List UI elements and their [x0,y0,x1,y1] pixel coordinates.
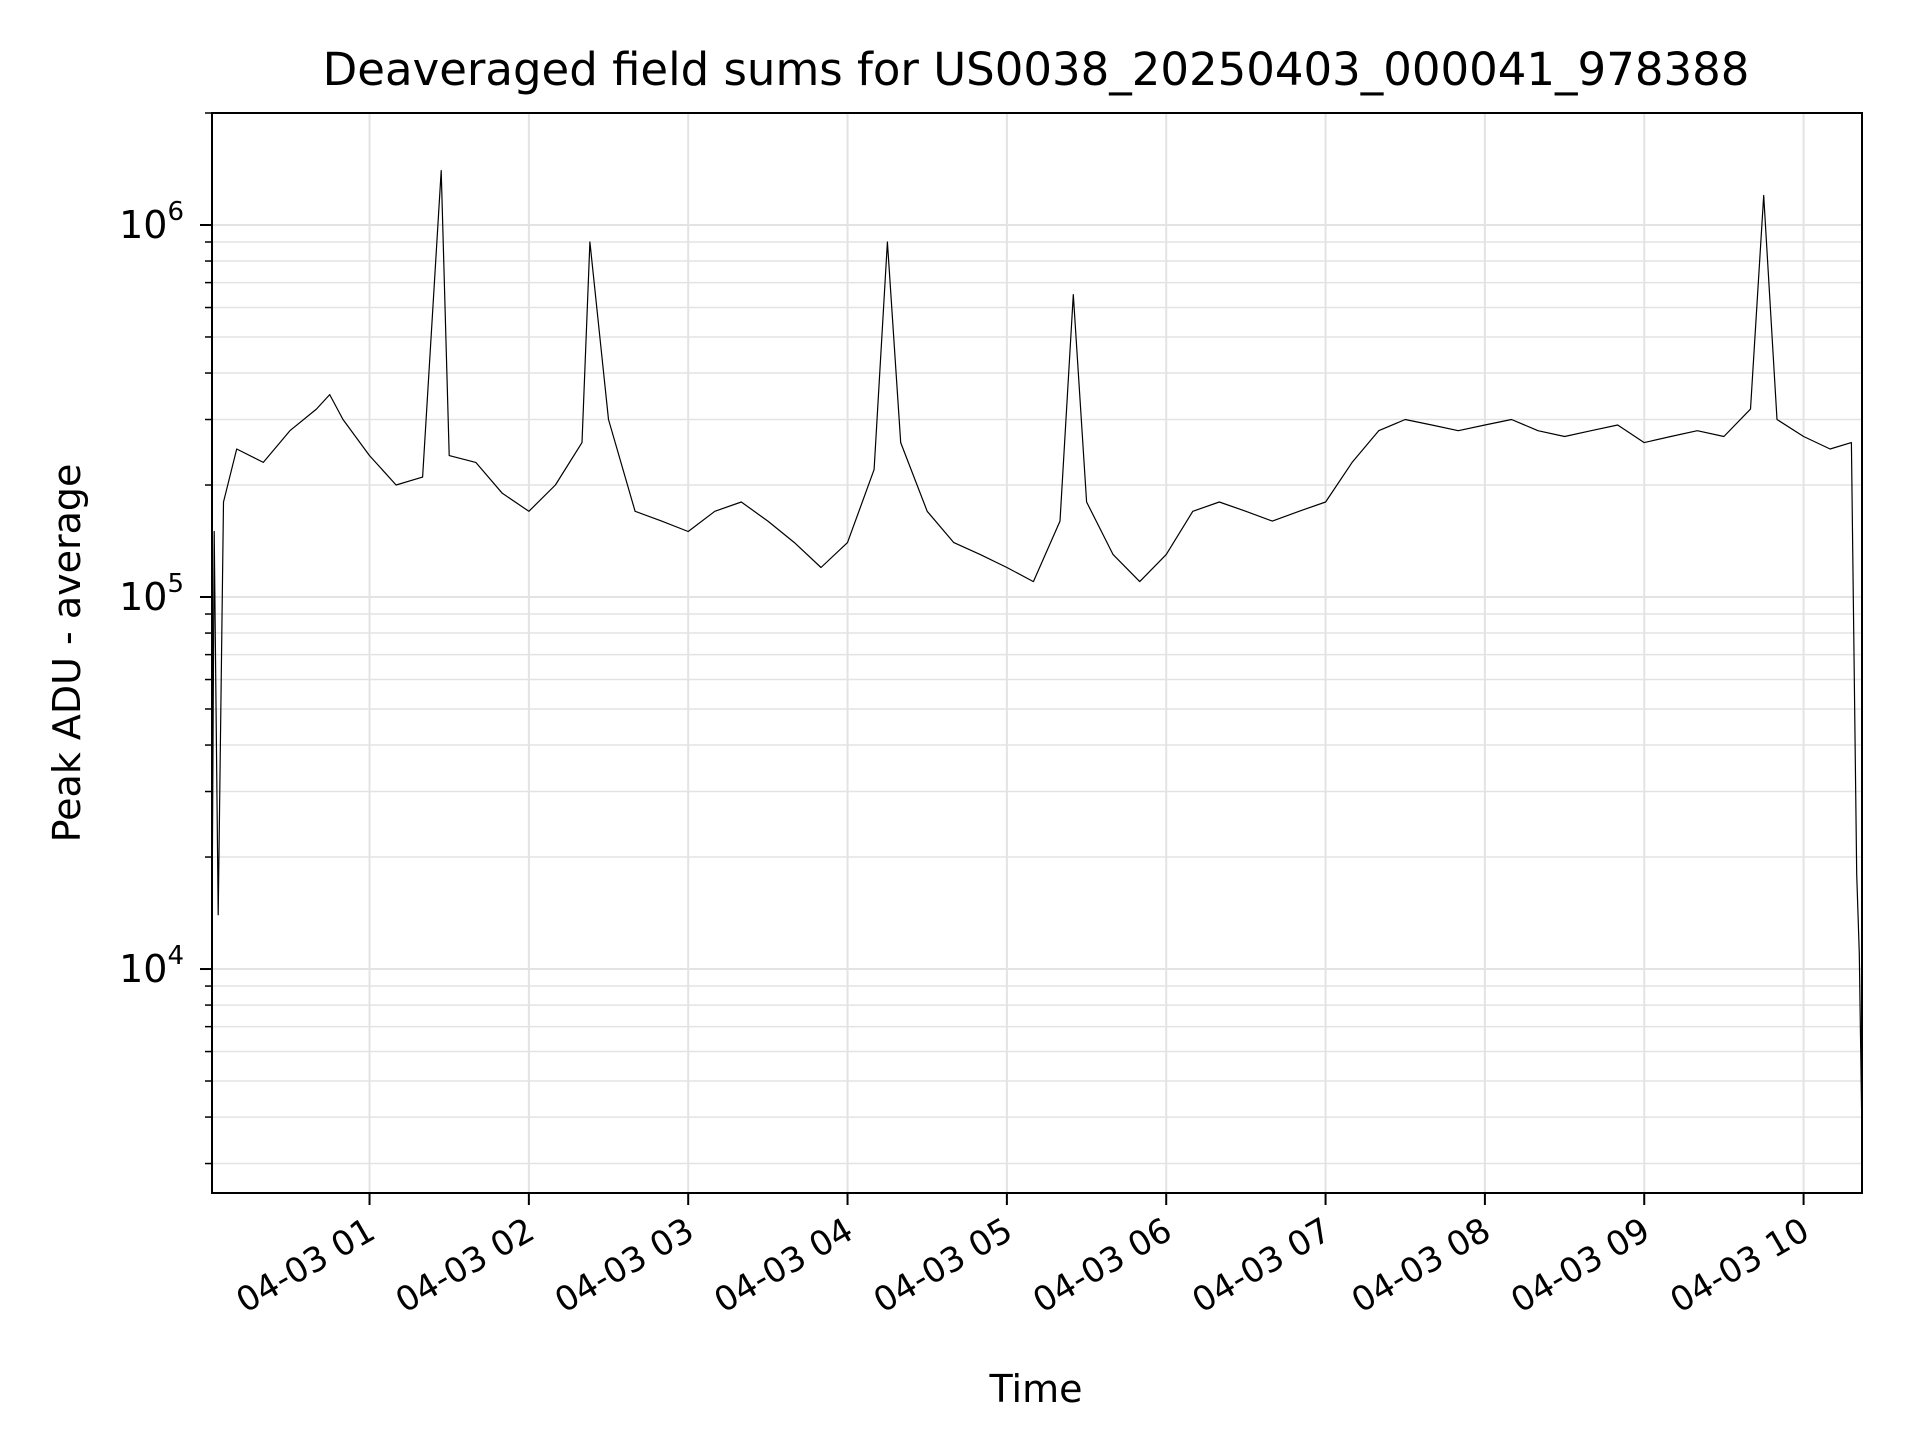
plot-frame [211,112,1863,1194]
y-tick-label: 106 [119,197,184,247]
y-tick-label: 104 [119,941,184,991]
series-layer [211,170,1863,1139]
grid-layer [212,112,1862,1193]
x-axis-label: Time [989,1367,1083,1411]
chart-title: Deaveraged field sums for US0038_2025040… [323,43,1750,96]
y-axis-label: Peak ADU - average [45,464,89,843]
y-tick-label: 105 [119,569,184,619]
series-line [211,170,1863,1139]
